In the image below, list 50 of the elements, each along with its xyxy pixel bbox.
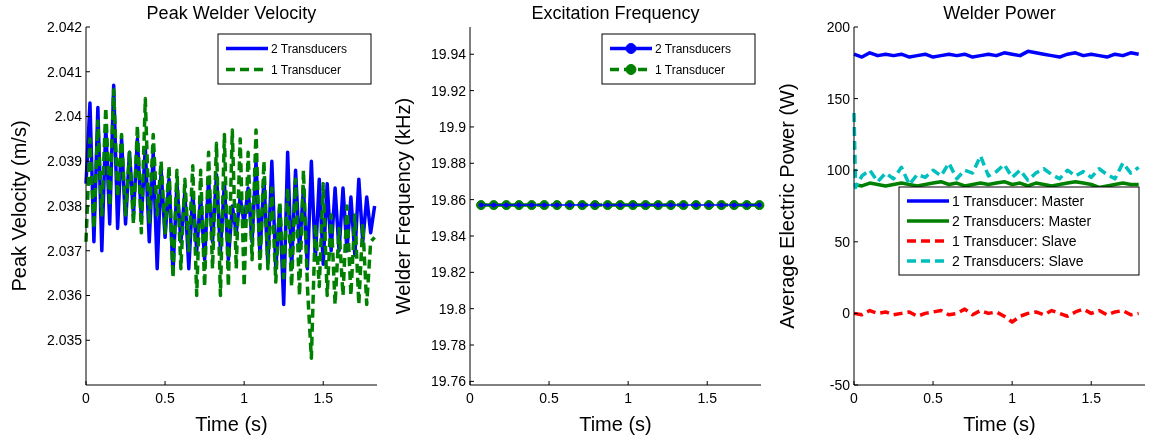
legend-label: 1 Transducer: Master	[952, 192, 1085, 209]
y-tick-label: 19.92	[430, 82, 467, 99]
y-tick-label: 200	[826, 18, 851, 35]
y-tick-label: 19.8	[438, 300, 467, 317]
y-tick-label: 100	[826, 162, 851, 179]
y-tick-label: 19.76	[430, 373, 467, 390]
legend-label: 2 Transducers	[655, 41, 732, 56]
y-tick-label: 0	[842, 305, 851, 322]
y-tick-label: 19.9	[438, 118, 467, 135]
x-tick-label: 1.5	[1081, 390, 1102, 406]
y-axis-title: Average Electric Power (W)	[776, 83, 798, 329]
y-tick-label: 2.042	[46, 18, 83, 35]
y-tick-label: 150	[826, 90, 851, 107]
x-tick-label: 1	[624, 390, 633, 406]
y-axis-title: Welder Frequency (kHz)	[392, 97, 414, 315]
y-tick-label: 19.82	[430, 264, 467, 281]
chart-title: Welder Power	[943, 3, 1056, 23]
y-tick-label: 2.04	[54, 108, 83, 125]
legend-label: 1 Transducer	[655, 62, 726, 77]
legend-label: 2 Transducers	[271, 41, 348, 56]
x-tick-label: 1	[1008, 390, 1017, 406]
x-axis-title: Time (s)	[963, 413, 1036, 435]
y-tick-label: -50	[829, 376, 851, 393]
chart-title: Peak Welder Velocity	[146, 3, 317, 23]
y-tick-label: 19.94	[430, 46, 467, 63]
x-tick-label: 0.5	[539, 390, 560, 406]
x-tick-label: 0.5	[923, 390, 944, 406]
y-tick-label: 2.041	[46, 63, 83, 80]
y-tick-label: 19.78	[430, 336, 467, 353]
y-tick-label: 19.86	[430, 191, 467, 208]
y-tick-label: 2.039	[46, 153, 83, 170]
x-axis-title: Time (s)	[195, 413, 268, 435]
y-axis-title: Peak Velocity (m/s)	[8, 120, 30, 292]
legend-label: 2 Transducers: Slave	[952, 252, 1084, 269]
y-tick-label: 2.038	[46, 197, 83, 214]
x-tick-label: 1.5	[697, 390, 718, 406]
x-tick-label: 1.5	[313, 390, 334, 406]
y-tick-label: 50	[834, 233, 851, 250]
y-tick-label: 2.037	[46, 242, 83, 259]
x-tick-label: 1	[240, 390, 249, 406]
legend-label: 1 Transducer	[271, 62, 342, 77]
y-tick-label: 19.88	[430, 155, 467, 172]
y-tick-label: 2.036	[46, 287, 83, 304]
legend-label: 2 Transducers: Master	[952, 212, 1092, 229]
y-tick-label: 2.035	[46, 332, 83, 349]
x-axis-title: Time (s)	[579, 413, 652, 435]
x-tick-label: 0.5	[155, 390, 176, 406]
chart-title: Excitation Frequency	[531, 3, 700, 23]
legend-label: 1 Transducer: Slave	[952, 232, 1077, 249]
y-tick-label: 19.84	[430, 227, 467, 244]
